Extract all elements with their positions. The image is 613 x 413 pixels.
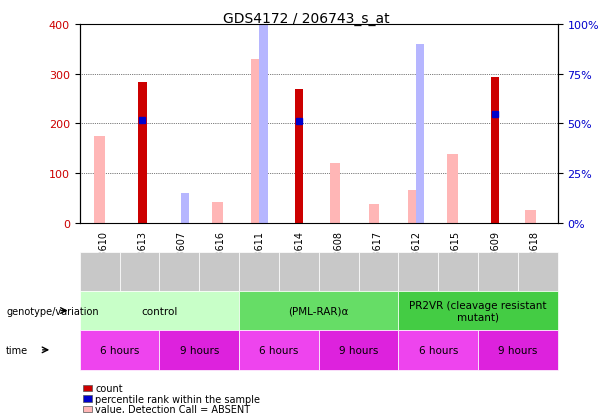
- Text: 9 hours: 9 hours: [339, 345, 378, 355]
- Bar: [138, 83, 147, 223]
- Bar: [491, 78, 500, 223]
- Text: 9 hours: 9 hours: [180, 345, 219, 355]
- Text: percentile rank within the sample: percentile rank within the sample: [95, 394, 260, 404]
- Text: count: count: [95, 383, 123, 393]
- Text: (PML-RAR)α: (PML-RAR)α: [289, 306, 349, 316]
- Bar: [259, 0, 268, 223]
- Bar: [295, 90, 303, 223]
- Text: value, Detection Call = ABSENT: value, Detection Call = ABSENT: [95, 404, 250, 413]
- Text: 6 hours: 6 hours: [100, 345, 139, 355]
- Text: GDS4172 / 206743_s_at: GDS4172 / 206743_s_at: [223, 12, 390, 26]
- Text: 6 hours: 6 hours: [419, 345, 458, 355]
- Bar: [447, 155, 458, 223]
- Bar: [181, 193, 189, 223]
- Bar: [369, 205, 379, 223]
- Text: 6 hours: 6 hours: [259, 345, 299, 355]
- Bar: [525, 211, 536, 223]
- Text: time: time: [6, 345, 28, 355]
- Bar: [94, 136, 105, 223]
- Text: PR2VR (cleavage resistant
mutant): PR2VR (cleavage resistant mutant): [409, 300, 547, 322]
- Text: 9 hours: 9 hours: [498, 345, 538, 355]
- Text: genotype/variation: genotype/variation: [6, 306, 99, 316]
- Text: control: control: [141, 306, 178, 316]
- Bar: [212, 202, 223, 223]
- Bar: [408, 191, 419, 223]
- Bar: [416, 45, 424, 223]
- Bar: [330, 164, 340, 223]
- Bar: [251, 59, 262, 223]
